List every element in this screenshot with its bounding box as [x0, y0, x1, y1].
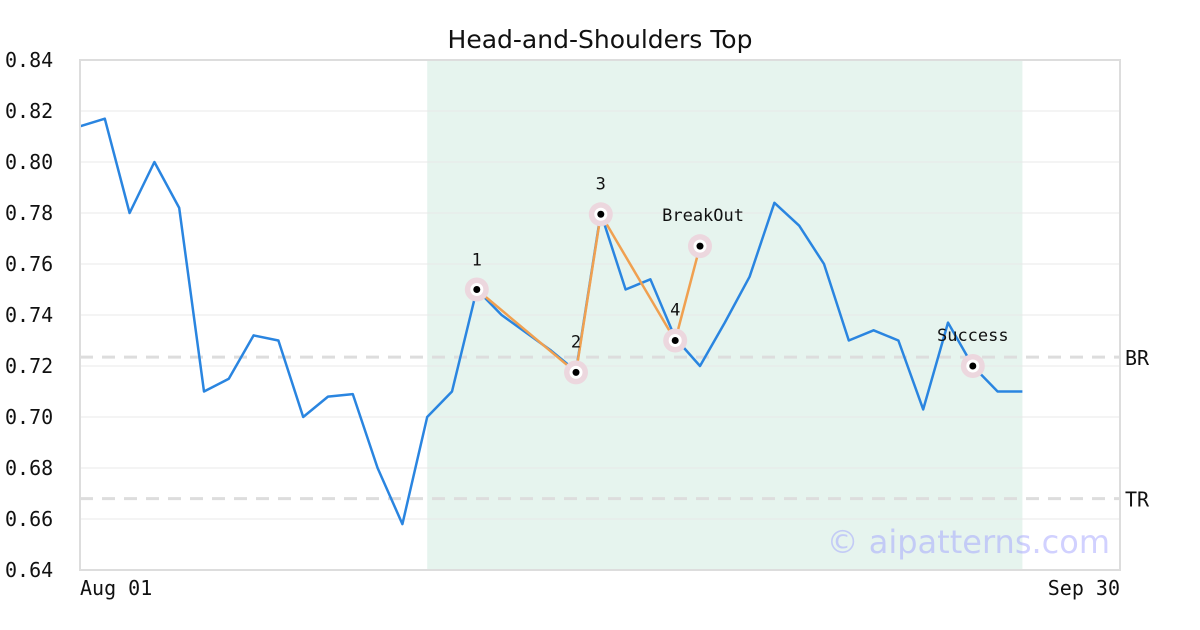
y-tick-label: 0.76: [5, 252, 53, 276]
y-tick-label: 0.72: [5, 354, 53, 378]
marker-dot-breakout: [696, 242, 704, 250]
marker-label-4: 4: [670, 301, 680, 321]
marker-dot-1: [473, 286, 481, 293]
marker-label-3: 3: [596, 174, 606, 194]
reference-line-label: TR: [1125, 488, 1150, 512]
marker-dot-success: [969, 362, 977, 370]
y-tick-label: 0.66: [5, 507, 53, 531]
y-tick-label: 0.80: [5, 150, 53, 174]
pattern-markers: 1 2 3 4 BreakOut Success: [464, 174, 1009, 385]
marker-label-breakout: BreakOut: [662, 206, 744, 226]
reference-lines: BR TR: [80, 346, 1150, 512]
y-tick-label: 0.64: [5, 558, 53, 582]
watermark-text: © aipatterns.com: [827, 523, 1110, 561]
plot-frame: [79, 59, 1121, 571]
y-tick-label: 0.78: [5, 201, 53, 225]
y-tick-label: 0.82: [5, 99, 53, 123]
y-tick-label: 0.68: [5, 456, 53, 480]
marker-label-2: 2: [571, 332, 581, 352]
y-axis-ticks: 0.84 0.82 0.80 0.78 0.76 0.74 0.72 0.70 0.68 0.66…: [5, 48, 53, 582]
y-tick-label: 0.70: [5, 405, 53, 429]
marker-label-success: Success: [937, 326, 1009, 346]
marker-dot-2: [572, 368, 580, 376]
x-tick-label: Sep 30: [1048, 576, 1120, 600]
x-tick-label: Aug 01: [80, 576, 152, 600]
y-tick-label: 0.74: [5, 303, 53, 327]
chart-title: Head-and-Shoulders Top: [448, 25, 753, 54]
marker-dot-3: [597, 210, 605, 218]
marker-dot-4: [671, 337, 679, 344]
y-tick-label: 0.84: [5, 48, 53, 72]
marker-label-1: 1: [472, 251, 482, 271]
reference-line-label: BR: [1125, 346, 1150, 370]
x-axis-ticks: Aug 01 Sep 30: [80, 576, 1120, 600]
